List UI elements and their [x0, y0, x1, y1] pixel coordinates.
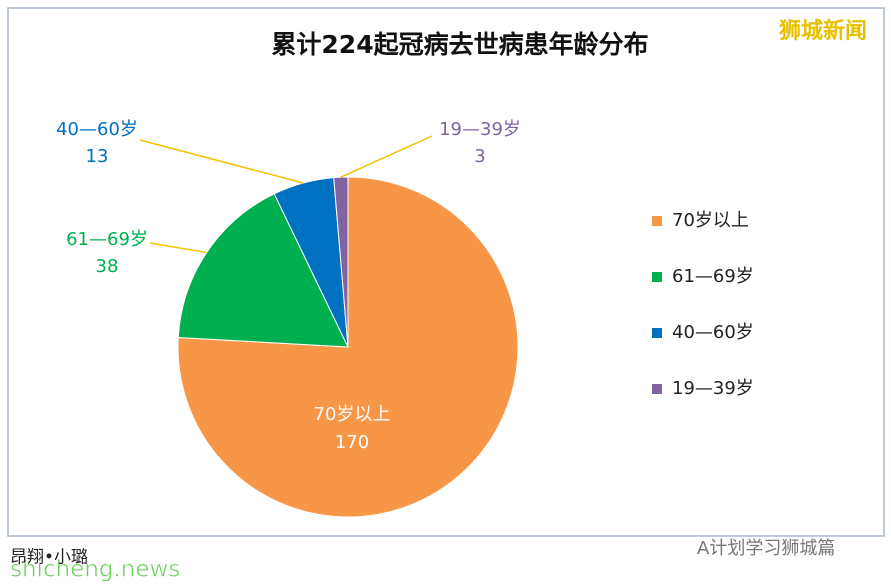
legend-label: 61—69岁 [672, 266, 754, 287]
legend-label: 70岁以上 [672, 210, 749, 231]
watermark: 昂翔•小璐 [10, 548, 88, 568]
pie-slice [333, 176, 349, 348]
leader-line [139, 139, 304, 184]
leader-line [340, 135, 433, 178]
chart-title: 累计224起冠病去世病患年龄分布 [271, 30, 648, 59]
pie-slice [177, 193, 349, 348]
legend-label: 19—39岁 [672, 378, 754, 399]
data-label-category: 40—60岁 [56, 119, 138, 140]
data-label-category: 19—39岁 [439, 119, 521, 140]
legend-swatch [652, 328, 662, 338]
watermark: shicheng.news [10, 557, 180, 583]
legend-label: 40—60岁 [672, 322, 754, 343]
watermark: A计划学习狮城篇 [697, 538, 835, 559]
pie-slice [177, 176, 519, 518]
legend-swatch [652, 216, 662, 226]
data-label-category: 70岁以上 [314, 404, 391, 425]
data-label-value: 38 [96, 256, 119, 277]
data-label-category: 61—69岁 [66, 229, 148, 250]
data-label-value: 170 [335, 432, 369, 453]
legend-swatch [652, 272, 662, 282]
watermark: 狮城新闻 [779, 18, 867, 44]
leader-line [149, 242, 207, 254]
data-label-value: 3 [474, 146, 485, 167]
data-label-value: 13 [86, 146, 109, 167]
legend-swatch [652, 384, 662, 394]
